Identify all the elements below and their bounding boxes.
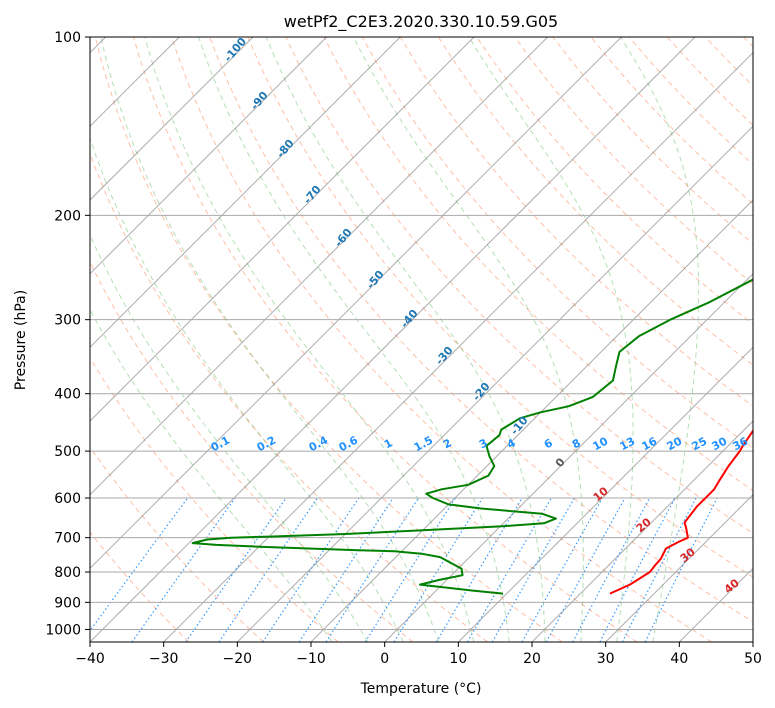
x-tick-label: −30: [149, 651, 179, 667]
dry-adiabat-line: [132, 37, 638, 642]
x-tick-label: 30: [597, 651, 615, 667]
isotherm-line: [163, 51, 753, 642]
isotherm-line: [90, 37, 622, 570]
y-tick-label: 500: [54, 444, 81, 460]
x-tick-label: 50: [744, 651, 762, 667]
series-layer: [191, 278, 753, 595]
mixing-ratio-line: [131, 497, 236, 642]
mixing-ratio-line: [435, 497, 523, 642]
dewpoint-profile-line: [191, 278, 753, 595]
y-tick-label: 600: [54, 491, 81, 507]
x-tick-label: 20: [523, 651, 541, 667]
mixing-ratio-label: 20: [665, 434, 685, 453]
plot-frame: [89, 36, 754, 643]
y-tick-label: 100: [54, 30, 81, 46]
dry-adiabat-line: [247, 37, 753, 578]
dry-adiabat-line: [361, 37, 753, 449]
x-axis: −40 −30 −20 −10 0 10 20 30 40 50: [75, 642, 762, 667]
isotherm-line: [90, 37, 475, 422]
y-tick-label: 900: [54, 595, 81, 611]
isotherm-line: [90, 37, 328, 275]
y-tick-label: 300: [54, 313, 81, 329]
background-lines: [90, 37, 753, 642]
isotherm-line: [90, 37, 401, 349]
chart-title: wetPf2_C2E3.2020.330.10.59.G05: [284, 12, 558, 32]
isotherm-line: [457, 346, 753, 642]
y-tick-label: 1000: [45, 622, 81, 638]
isotherm-line: [531, 420, 753, 642]
moist-adiabat-line: [90, 136, 404, 642]
x-tick-label: 10: [449, 651, 467, 667]
mixing-ratio-line: [599, 497, 676, 642]
mixing-ratio-label: 36: [731, 434, 751, 453]
isotherm-line: [90, 37, 254, 201]
y-tick-label: 700: [54, 531, 81, 547]
mixing-ratio-line: [572, 497, 651, 642]
dry-adiabat-line: [90, 152, 488, 642]
dry-adiabat-line: [209, 37, 753, 623]
mixing-ratio-label: 30: [710, 434, 730, 453]
x-tick-label: −40: [75, 651, 105, 667]
dry-adiabat-line: [171, 37, 712, 642]
isotherm-line: [605, 493, 753, 642]
mixing-ratio-line: [545, 497, 626, 642]
moist-adiabat-line: [144, 37, 475, 642]
moist-adiabat-line: [353, 37, 584, 642]
dry-adiabat-line: [90, 356, 339, 642]
x-tick-label: −20: [223, 651, 253, 667]
isotherm-line: [236, 125, 753, 642]
isotherm-line: [310, 199, 753, 642]
mixing-ratio-line: [262, 497, 360, 642]
moist-adiabat-line: [90, 233, 369, 642]
x-tick-label: 40: [670, 651, 688, 667]
mixing-ratio-line: [644, 497, 718, 642]
y-tick-label: 400: [54, 387, 81, 403]
isotherm-line: [752, 641, 753, 642]
mixing-ratio-label: 16: [640, 434, 660, 453]
y-tick-label: 200: [54, 208, 81, 224]
dry-adiabat-line: [94, 37, 563, 642]
dry-adiabat-line: [90, 531, 190, 642]
isotherm-line: [90, 37, 549, 496]
mixing-ratio-line: [364, 497, 456, 642]
moist-adiabat-line: [620, 37, 700, 642]
mixing-ratio-label: 13: [618, 435, 638, 454]
mixing-ratio-label: 10: [591, 434, 611, 453]
moist-adiabat-line: [100, 37, 439, 642]
x-axis-label: Temperature (°C): [360, 681, 482, 697]
dry-adiabat-line: [399, 37, 753, 407]
y-axis-label: Pressure (hPa): [13, 290, 29, 390]
dry-adiabat-line: [90, 446, 264, 642]
x-tick-label: −10: [296, 651, 326, 667]
moist-adiabat-line: [265, 37, 546, 642]
mixing-ratio-line: [90, 497, 189, 632]
isotherm-line: [384, 272, 753, 642]
y-axis: 100 200 300 400 500 600 700 800 900 1000: [45, 30, 90, 638]
temperature-profile-line: [609, 428, 753, 595]
y-tick-label: 800: [54, 565, 81, 581]
x-tick-label: 0: [380, 651, 389, 667]
isotherm-line: [90, 37, 696, 642]
mixing-ratio-line: [621, 497, 697, 642]
moist-adiabat-line: [468, 37, 634, 642]
mixing-ratio-label: 25: [690, 435, 710, 454]
